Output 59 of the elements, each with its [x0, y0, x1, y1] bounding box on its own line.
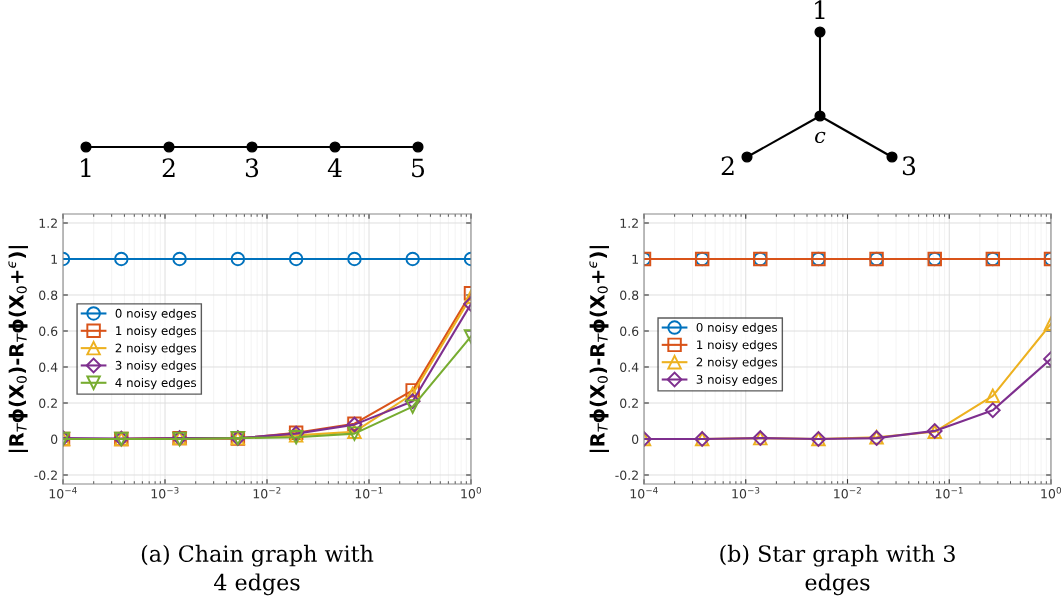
text: 2: [162, 158, 175, 177]
text: |R$_{T}$ϕ(X$_{0}$)-R$_{T}$ϕ(X$_{0}$+$^{ϵ}$)|: [8, 246, 29, 453]
x-tick-label: 10$^{−4}$: [49, 487, 77, 499]
y-tick-label: 1: [51, 254, 57, 264]
x-tick-label: 10$^{−1}$: [935, 487, 963, 499]
x-tick-label: 10$^{−2}$: [834, 486, 861, 499]
legend-label: 2 noisy edges: [696, 357, 778, 369]
text: c: [815, 131, 826, 144]
legend-label: 3 noisy edges: [115, 360, 197, 373]
text: 3: [902, 156, 916, 176]
text: |R$_{T}$ϕ(X$_{0}$)-R$_{T}$ϕ(X$_{0}$+$^{ϵ}$)|: [589, 246, 610, 453]
legend-label: 1 noisy edges: [116, 325, 197, 338]
x-tick-label: 10$^{−1}$: [355, 487, 383, 499]
point: [347, 251, 362, 267]
text: 1: [815, 0, 825, 19]
point: [404, 393, 421, 410]
x-tick-label: 10$^{−4}$: [630, 487, 658, 499]
point: [985, 388, 1001, 404]
text: (a) Chain graph with 4 edges: [141, 544, 374, 596]
y-tick-label: 0.8: [39, 290, 58, 300]
y-tick-label: 0: [632, 434, 639, 444]
legend-label: 2 noisy edges: [115, 343, 197, 355]
point: [114, 251, 129, 267]
x-tick-label: 10$^{0}$: [1041, 486, 1061, 499]
y-tick-label: 0.2: [39, 398, 57, 408]
x-tick-label: 10$^{−2}$: [253, 486, 281, 499]
y-tick-label: 0.6: [620, 326, 639, 336]
y-tick-label: -0.2: [34, 470, 57, 480]
y-tick-label: 0: [51, 434, 58, 444]
text: 1: [81, 158, 91, 177]
x-tick-label: 10$^{−3}$: [151, 486, 179, 499]
y-tick-label: 0.6: [39, 326, 58, 336]
text: 5: [412, 158, 425, 178]
point: [288, 251, 304, 267]
y-tick-label: 0.4: [39, 362, 58, 372]
text: 3: [245, 158, 259, 178]
text: 2: [721, 156, 734, 175]
x-tick-label: 10$^{−3}$: [732, 486, 760, 499]
point: [230, 251, 246, 267]
legend-label: 0 noisy edges: [115, 308, 197, 321]
point: [172, 251, 187, 267]
legend-label: 3 noisy edges: [696, 374, 778, 387]
point: [984, 402, 1001, 419]
point: [405, 383, 420, 398]
y-tick-label: -0.2: [615, 470, 638, 480]
legend-label: 0 noisy edges: [696, 322, 778, 335]
legend-label: 4 noisy edges: [115, 377, 197, 390]
y-tick-label: 1.2: [39, 218, 57, 228]
point: [405, 399, 420, 414]
legend-label: 1 noisy edges: [697, 340, 778, 352]
point: [405, 251, 420, 267]
y-tick-label: 0.2: [620, 398, 638, 408]
text: 4: [327, 158, 342, 177]
y-tick-label: 1.2: [620, 218, 638, 228]
y-tick-label: 0.4: [620, 362, 639, 372]
x-tick-label: 10$^{0}$: [461, 486, 482, 499]
y-tick-label: 1: [632, 254, 638, 264]
text: (b) Star graph with 3 edges: [720, 544, 955, 596]
y-tick-label: 0.8: [620, 290, 639, 300]
